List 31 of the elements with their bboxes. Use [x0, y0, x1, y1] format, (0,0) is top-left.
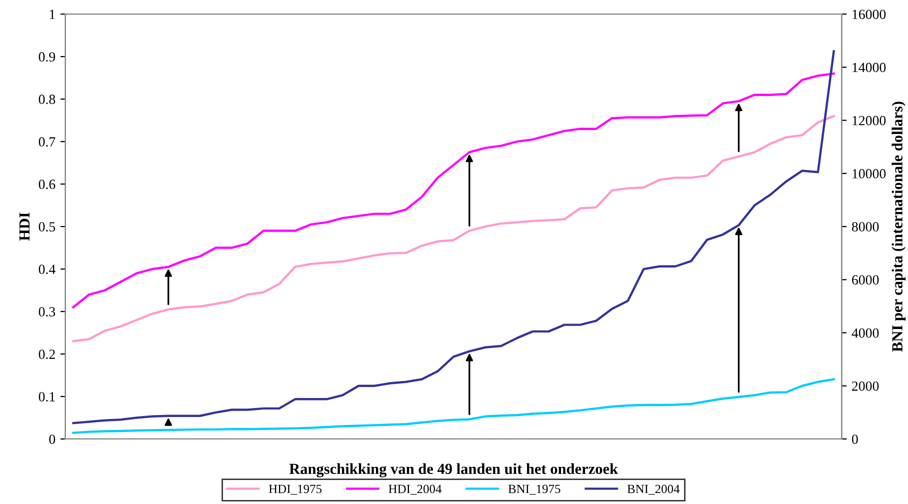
y-tick-label: 0.3 — [38, 307, 56, 317]
line-series — [72, 114, 835, 342]
line-series — [72, 50, 835, 424]
y-tick-label: 0 — [49, 434, 56, 444]
y2-tick-label: 6000 — [852, 275, 879, 285]
y-tick-label: 0.1 — [38, 392, 55, 402]
y-tick-label: 0.4 — [38, 264, 56, 274]
y2-tick-label: 16000 — [852, 10, 886, 20]
y-tick-label: 0.6 — [38, 180, 56, 190]
y-tick-label: 0.2 — [38, 350, 55, 360]
y-axis-title: HDI — [19, 212, 30, 241]
y2-tick-label: 0 — [852, 434, 858, 444]
legend-label: BNI_1975 — [508, 484, 560, 495]
y2-tick-label: 2000 — [852, 381, 879, 391]
y2-tick-label: 8000 — [852, 222, 879, 232]
y2-tick-label: 4000 — [852, 328, 879, 338]
legend-label: HDI_2004 — [388, 484, 442, 495]
y2-tick-label: 10000 — [852, 169, 886, 178]
legend-label: HDI_1975 — [268, 484, 322, 495]
line-series — [72, 72, 835, 308]
y-tick-label: 0.5 — [38, 222, 56, 232]
y-tick-label: 0.9 — [38, 52, 56, 62]
y-tick-label: 1 — [50, 10, 55, 19]
y2-tick-label: 14000 — [852, 62, 886, 72]
y2-axis-title: BNI per capita (internationale dollars) — [892, 102, 906, 352]
y-tick-label: 0.8 — [38, 94, 56, 104]
y2-tick-label: 12000 — [852, 116, 886, 126]
line-series — [72, 378, 835, 434]
x-axis-title: Rangschikking van de 49 landen uit het onderzoek — [289, 463, 618, 478]
legend-label: BNI_2004 — [627, 484, 680, 495]
y-tick-label: 0.7 — [38, 137, 56, 147]
